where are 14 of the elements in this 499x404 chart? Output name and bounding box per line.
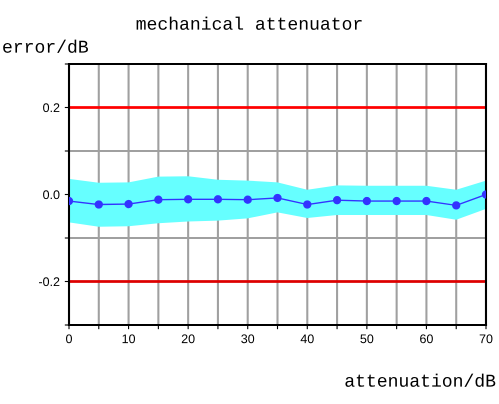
x-tick-label: 40 bbox=[300, 334, 314, 344]
x-tick-label: 50 bbox=[360, 334, 374, 344]
x-tick-label: 0 bbox=[66, 334, 72, 344]
chart-title: mechanical attenuator bbox=[136, 16, 362, 30]
y-tick-label: 0.2 bbox=[43, 103, 60, 112]
x-tick-label: 70 bbox=[480, 334, 492, 344]
y-tick-label: -0.2 bbox=[38, 277, 60, 286]
x-tick-label: 20 bbox=[182, 334, 195, 344]
x-tick-label: 30 bbox=[241, 334, 254, 344]
y-axis-title: error/dB bbox=[3, 40, 88, 53]
x-tick-label: 10 bbox=[122, 334, 136, 344]
y-tick-label: 0.0 bbox=[43, 190, 60, 200]
x-tick-label: 60 bbox=[420, 334, 433, 344]
x-axis-title: attenuation/dB bbox=[345, 374, 496, 387]
